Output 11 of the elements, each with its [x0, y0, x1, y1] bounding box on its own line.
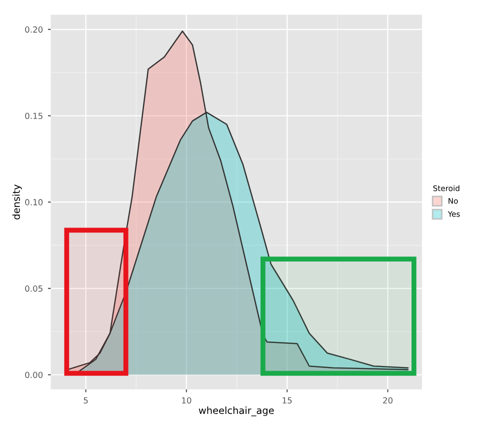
x-tick-label: 20	[383, 397, 393, 404]
y-tick-label: 0.20	[25, 26, 43, 33]
y-tick-label: 0.05	[25, 285, 42, 292]
x-axis-title: wheelchair_age	[198, 406, 274, 416]
x-tick-label: 15	[282, 397, 292, 404]
y-tick-label: 0.10	[25, 199, 43, 206]
y-axis-title: density	[12, 184, 22, 220]
x-tick-label: 5	[84, 397, 88, 404]
y-tick-label: 0.00	[25, 372, 43, 378]
y-tick-label: 0.15	[25, 112, 42, 120]
x-tick-label: 10	[182, 397, 192, 404]
